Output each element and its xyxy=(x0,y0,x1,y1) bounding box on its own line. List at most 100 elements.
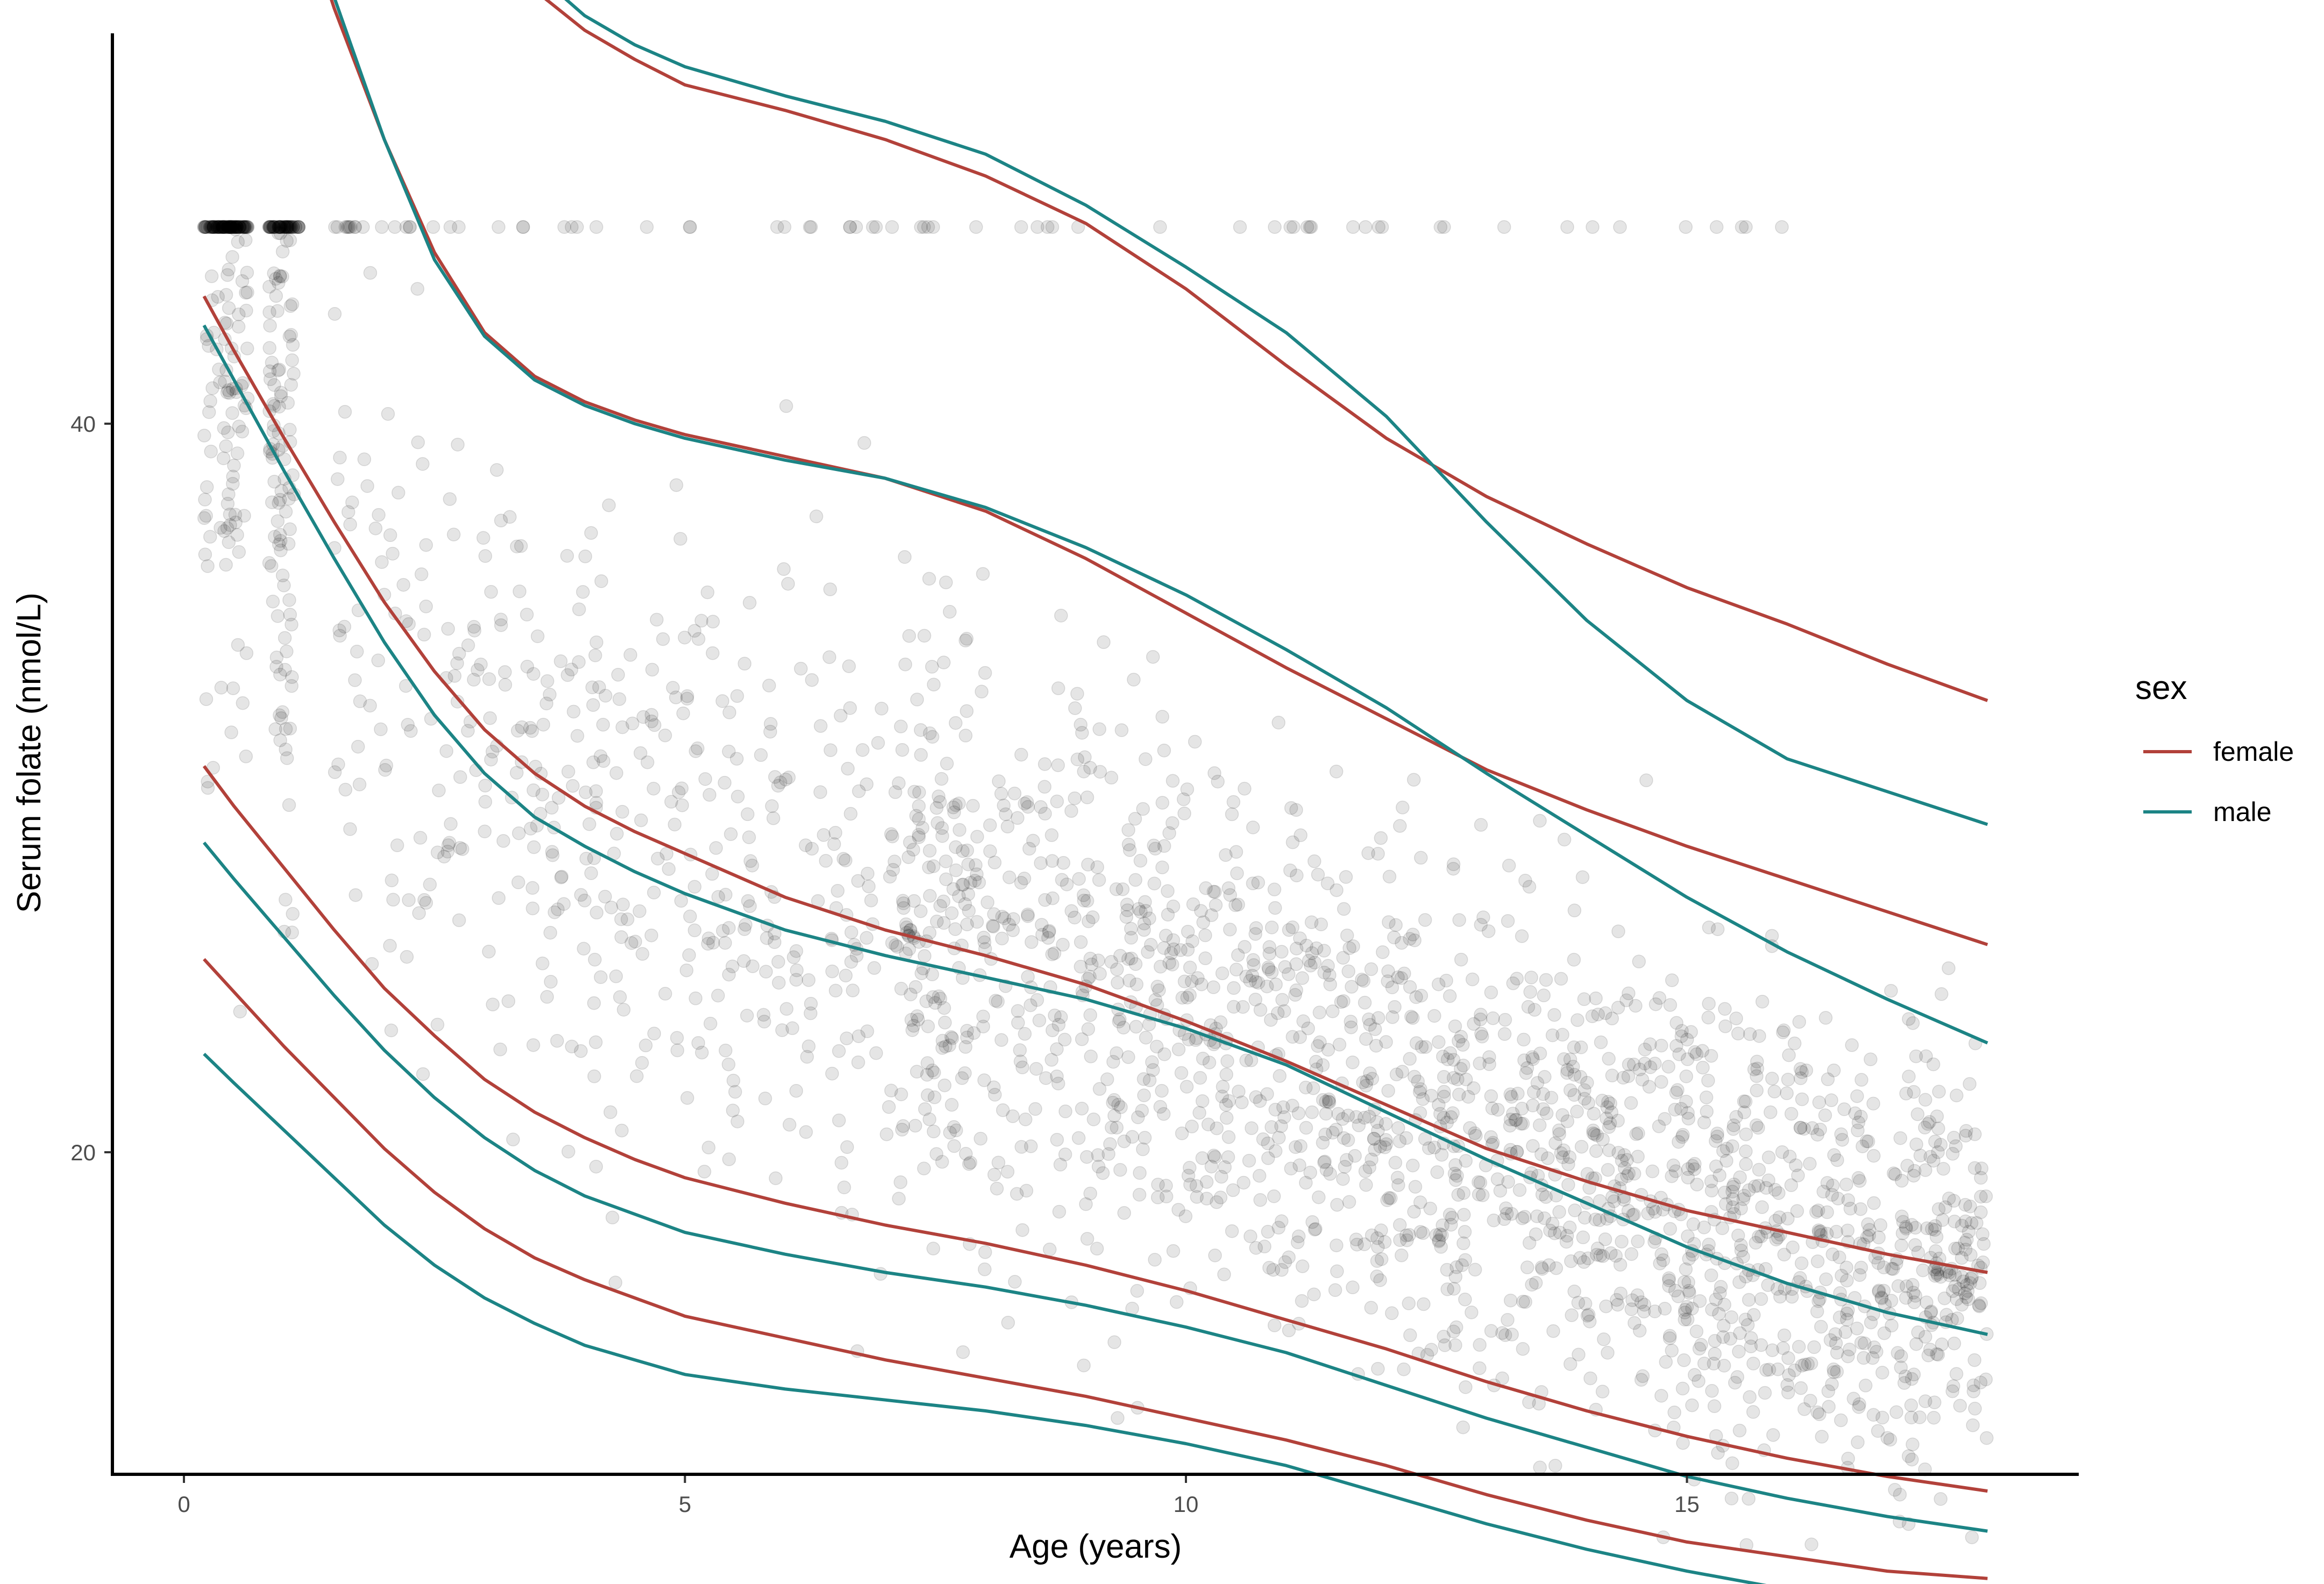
data-point xyxy=(1665,1169,1679,1183)
data-point xyxy=(1222,1094,1236,1108)
data-point xyxy=(1042,924,1056,938)
data-point xyxy=(902,629,916,643)
data-point xyxy=(1448,1269,1463,1284)
data-point xyxy=(1611,1297,1625,1312)
data-point xyxy=(1458,1225,1472,1239)
data-point xyxy=(1133,1166,1147,1180)
data-point xyxy=(921,1019,935,1033)
data-point xyxy=(1096,1166,1110,1180)
data-point xyxy=(1437,1330,1451,1344)
data-point xyxy=(1963,1077,1977,1091)
data-point xyxy=(1726,1118,1741,1132)
data-point xyxy=(623,648,637,662)
data-point xyxy=(1155,1083,1169,1098)
series-line-female-1 xyxy=(544,0,1988,702)
data-point xyxy=(1137,916,1152,931)
data-point xyxy=(1521,1000,1536,1014)
data-point xyxy=(240,285,254,299)
data-point xyxy=(837,1180,851,1195)
data-point xyxy=(1543,1223,1557,1238)
data-point xyxy=(738,918,752,932)
data-point xyxy=(1447,1282,1461,1296)
data-point xyxy=(908,1118,922,1133)
data-point xyxy=(1155,796,1170,810)
data-point xyxy=(1894,1360,1908,1375)
data-point xyxy=(960,1024,974,1038)
data-point xyxy=(775,1023,789,1037)
data-point xyxy=(1446,1106,1460,1120)
data-point xyxy=(443,220,458,234)
data-point xyxy=(1536,1102,1550,1116)
data-point xyxy=(204,269,219,283)
data-point xyxy=(1141,945,1155,959)
data-point xyxy=(1810,1128,1824,1142)
data-point xyxy=(910,1009,924,1023)
data-point xyxy=(1319,1163,1334,1177)
data-point xyxy=(1759,1363,1773,1377)
data-point xyxy=(894,1087,908,1102)
data-point xyxy=(785,1021,800,1036)
data-point xyxy=(1090,860,1104,874)
data-point xyxy=(1024,1139,1038,1153)
data-point xyxy=(611,668,625,682)
data-point xyxy=(368,521,383,536)
data-point xyxy=(1338,1160,1352,1174)
data-point xyxy=(1974,1189,1988,1204)
data-point xyxy=(1076,888,1091,902)
series-line-male-2 xyxy=(333,0,1988,1045)
data-point xyxy=(1959,1124,1973,1138)
data-point xyxy=(262,341,276,355)
data-point xyxy=(1406,773,1421,787)
data-point xyxy=(1908,1289,1923,1303)
data-point xyxy=(1825,1377,1839,1392)
data-point xyxy=(840,1031,854,1045)
data-point xyxy=(1267,882,1282,897)
data-point xyxy=(1709,220,1724,234)
data-point xyxy=(1248,927,1262,941)
data-point xyxy=(1611,1146,1625,1160)
data-point xyxy=(226,477,240,491)
data-point xyxy=(1275,1214,1289,1229)
data-point xyxy=(506,1132,520,1147)
data-point xyxy=(1079,1150,1094,1164)
data-point xyxy=(1762,1362,1776,1377)
data-point xyxy=(328,765,342,779)
data-point xyxy=(566,779,580,793)
data-point xyxy=(494,513,508,527)
data-point xyxy=(1371,1011,1385,1025)
data-point xyxy=(1970,1216,1984,1230)
data-point xyxy=(994,1033,1008,1047)
data-point xyxy=(1549,1261,1563,1275)
data-point xyxy=(978,1245,992,1259)
data-point xyxy=(525,901,540,916)
data-point xyxy=(1501,914,1515,928)
data-point xyxy=(1415,1040,1429,1054)
data-point xyxy=(205,220,219,234)
data-point xyxy=(1943,1268,1957,1282)
data-point xyxy=(962,904,976,918)
data-point xyxy=(1199,1191,1214,1205)
data-point xyxy=(1346,1055,1360,1069)
data-point xyxy=(1183,1178,1197,1191)
data-point xyxy=(1811,1294,1825,1308)
data-point xyxy=(628,934,642,948)
data-point xyxy=(1345,980,1359,994)
data-point xyxy=(1794,1256,1809,1271)
data-point xyxy=(1859,1134,1874,1148)
data-point xyxy=(598,889,612,904)
data-point xyxy=(1734,1244,1749,1258)
data-point xyxy=(1459,1072,1473,1087)
data-point xyxy=(1905,1452,1919,1467)
data-point xyxy=(946,882,961,896)
data-point xyxy=(895,1123,909,1137)
data-point xyxy=(224,725,238,739)
data-point xyxy=(1742,1183,1756,1197)
data-point xyxy=(1107,1109,1121,1123)
data-point xyxy=(271,304,285,318)
data-point xyxy=(224,220,238,234)
data-point xyxy=(1267,1318,1282,1332)
data-point xyxy=(1349,1110,1363,1124)
data-point xyxy=(1093,765,1107,779)
data-point xyxy=(467,620,481,634)
data-point xyxy=(493,1043,507,1057)
